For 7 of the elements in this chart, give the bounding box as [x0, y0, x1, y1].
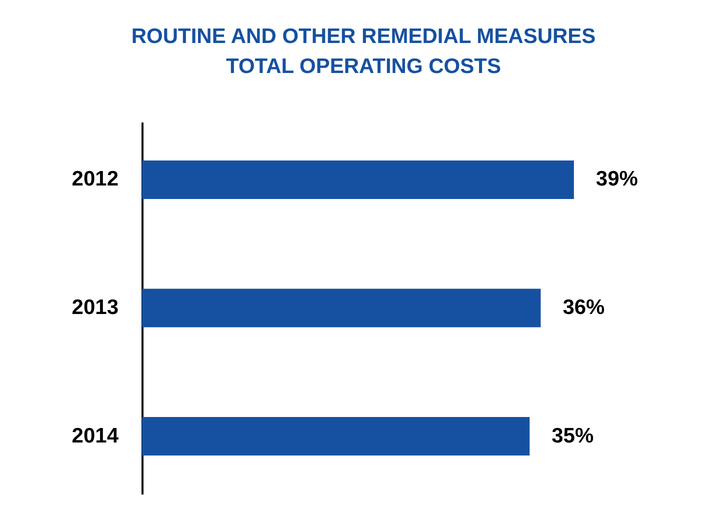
- chart-title: ROUTINE AND OTHER REMEDIAL MEASURES TOTAL OPERATING COSTS: [131, 25, 596, 78]
- y-tick-label: 2013: [72, 296, 118, 319]
- data-label: 36%: [562, 296, 606, 319]
- y-tick-label: 2012: [72, 168, 118, 191]
- y-tick-label: 2014: [72, 424, 119, 448]
- data-label: 39%: [596, 168, 638, 191]
- data-label: 35%: [552, 424, 594, 448]
